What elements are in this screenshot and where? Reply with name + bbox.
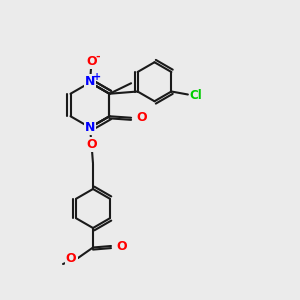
Text: N: N — [85, 121, 95, 134]
Text: O: O — [86, 55, 97, 68]
Text: +: + — [92, 72, 101, 82]
Text: N: N — [85, 75, 95, 88]
Text: -: - — [96, 52, 100, 62]
Text: O: O — [116, 239, 127, 253]
Text: O: O — [66, 251, 76, 265]
Text: Cl: Cl — [189, 88, 202, 102]
Text: O: O — [136, 111, 147, 124]
Text: O: O — [86, 137, 97, 151]
